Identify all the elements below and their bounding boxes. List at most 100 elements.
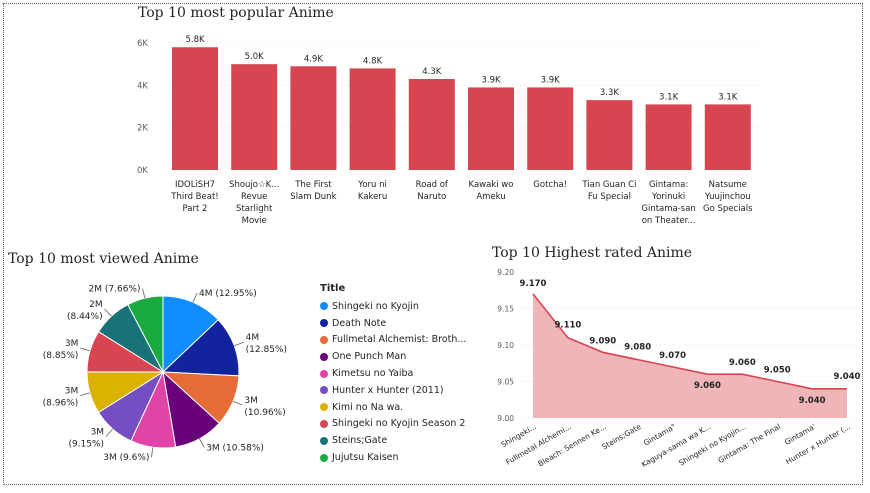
pie-leader-line: [80, 347, 91, 352]
pie-leader-line: [151, 447, 154, 458]
bar-data-label: 4.8K: [363, 56, 383, 66]
pie-slice: [162, 295, 219, 374]
legend-item[interactable]: Hunter x Hunter (2011): [320, 382, 466, 399]
area-line: [532, 293, 847, 390]
bar-y-tick-label: 2K: [137, 124, 148, 134]
bar: [290, 66, 337, 170]
legend-item[interactable]: Fullmetal Alchemist: Broth...: [320, 332, 466, 349]
bar-category-label: Third Beat!: [170, 192, 218, 202]
legend-item[interactable]: Death Note: [320, 315, 466, 332]
area-y-tick-label: 9.00: [497, 414, 514, 423]
rated-area-chart[interactable]: 9.00 9.05 9.10 9.15 9.20 9.170 9.110 9.090 9.080…: [470, 262, 865, 490]
legend-dot: [320, 436, 328, 445]
bar-category-label: Movie: [242, 216, 267, 226]
legend-item[interactable]: Steins;Gate: [320, 432, 466, 449]
bar-data-label: 3.1K: [718, 92, 738, 102]
area-data-label: 9.170: [520, 279, 547, 289]
bar: [645, 104, 692, 170]
area-data-label: 9.040: [799, 396, 826, 406]
legend-title: Title: [320, 283, 346, 294]
bar-category-label: Ameku: [476, 192, 505, 202]
bar-category-label: Yuujinchou: [704, 192, 751, 202]
area-data-label: 9.070: [659, 351, 686, 361]
legend-label: Death Note: [332, 317, 387, 329]
legend-item[interactable]: Shingeki no Kyojin Season 2: [320, 416, 466, 433]
bar-data-label: 5.8K: [185, 35, 205, 45]
pie-leader-line: [233, 400, 243, 406]
area-category-label: Gintama: The Final: [717, 422, 783, 465]
legend-item[interactable]: Kimetsu no Yaiba: [320, 365, 466, 382]
legend-dot: [320, 419, 328, 428]
pie-data-label: 3M (9.6%): [103, 453, 149, 463]
bar: [408, 78, 455, 170]
bar: [172, 47, 218, 170]
bar-category-label: Naruto: [417, 192, 446, 202]
area-data-label: 9.090: [589, 336, 616, 346]
rated-chart-title: Top 10 Highest rated Anime: [492, 245, 693, 261]
pie-leader-line: [234, 341, 244, 347]
legend-dot: [320, 403, 328, 412]
legend-label: One Punch Man: [332, 351, 407, 363]
area-fill: [533, 293, 847, 418]
bar-data-label: 4.9K: [304, 54, 324, 64]
pie-data-label: 2M (7.66%): [89, 284, 141, 294]
bar-category-label: Yorinuki: [651, 192, 685, 202]
bar-data-label: 3.9K: [481, 75, 501, 85]
pie-data-label: 3M (10.58%): [206, 443, 264, 453]
bar: [586, 100, 633, 170]
bar-category-label: Shoujo☆K...: [229, 180, 279, 190]
pie-leader-line: [142, 288, 146, 299]
legend-dot: [320, 453, 328, 462]
bar-category-label: Gintama:: [649, 180, 688, 190]
area-category-label: Steins;Gate: [600, 422, 643, 452]
bar-category-label: Kawaki wo: [469, 180, 514, 190]
area-data-label: 9.050: [764, 366, 791, 376]
pie-data-label: 3M (10.96%): [244, 396, 285, 418]
legend-item[interactable]: Kimi no Na wa.: [320, 399, 466, 416]
legend-item[interactable]: Shingeki no Kyojin: [320, 298, 466, 315]
bar: [231, 64, 278, 170]
pie-slice: [127, 295, 164, 373]
legend-dot: [320, 352, 328, 361]
viewed-pie-chart[interactable]: 4M (12.95%) 4M (12.85%) 3M (10.96%) 3M (10.58…: [0, 270, 320, 480]
viewed-chart-title: Top 10 most viewed Anime: [8, 251, 199, 267]
legend-label: Kimi no Na wa.: [332, 401, 404, 413]
bar-y-tick-label: 4K: [137, 81, 148, 91]
bar-category-label: Fu Special: [588, 192, 631, 202]
pie-data-label: 3M (8.96%): [43, 387, 79, 409]
legend-label: Fullmetal Alchemist: Broth...: [332, 334, 467, 346]
popular-bar-chart[interactable]: 0K 2K 4K 6K 5.8K IDOLiSH7 Third Beat! Part 2 5.0…: [0, 0, 870, 240]
bar-category-label: Starlight: [236, 204, 273, 214]
legend-dot: [320, 369, 328, 378]
pie-data-label: 3M (9.15%): [68, 427, 104, 449]
bar-category-label: Part 2: [183, 204, 208, 214]
bar-category-label: Go Specials: [703, 204, 753, 214]
area-data-label: 9.080: [624, 343, 651, 353]
pie-data-label: 2M (8.44%): [67, 300, 103, 322]
popular-chart-title: Top 10 most popular Anime: [138, 5, 334, 21]
bar-category-label: IDOLiSH7: [175, 180, 215, 190]
bar-category-label: Road of: [416, 180, 449, 190]
legend-label: Hunter x Hunter (2011): [332, 384, 444, 396]
area-y-tick-label: 9.15: [497, 305, 514, 314]
bar: [468, 87, 514, 170]
bar-category-label: Gotcha!: [533, 180, 567, 190]
pie-leader-line: [192, 292, 198, 303]
bar: [527, 87, 574, 170]
legend-label: Steins;Gate: [332, 435, 388, 447]
bar-category-label: Tian Guan Ci: [581, 180, 636, 190]
bar-data-label: 3.1K: [659, 92, 679, 102]
bar-category-label: Slam Dunk: [290, 192, 336, 202]
legend-item[interactable]: One Punch Man: [320, 348, 466, 365]
legend-item[interactable]: Jujutsu Kaisen: [320, 449, 466, 466]
area-data-label: 9.110: [554, 321, 581, 331]
pie-data-label: 4M (12.95%): [199, 289, 257, 299]
pie-legend: Title Shingeki no Kyojin Death Note Fullme…: [320, 283, 466, 466]
bar-category-label: Gintama-san: [641, 204, 695, 214]
bar-category-label: The First: [294, 180, 332, 190]
area-category-label: Hunter x Hunter (...: [784, 422, 852, 466]
legend-label: Kimetsu no Yaiba: [332, 368, 414, 380]
bar-category-label: Yoru ni: [357, 180, 387, 190]
legend-label: Jujutsu Kaisen: [332, 452, 399, 464]
legend-dot: [320, 319, 328, 328]
